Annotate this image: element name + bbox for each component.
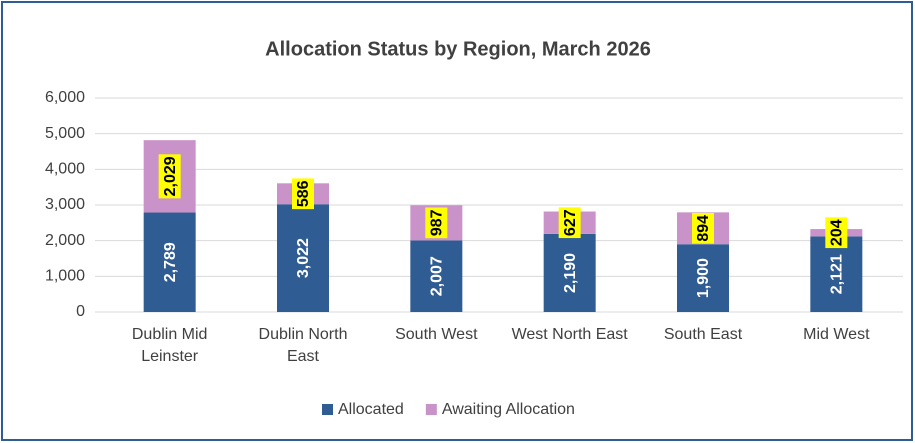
- bar-segment: [410, 240, 463, 312]
- x-tick-label: West North East: [511, 326, 628, 343]
- bar-segment: [277, 204, 329, 312]
- data-label: 1,900: [695, 258, 712, 298]
- data-label-group: 2,029: [158, 154, 181, 199]
- data-label-group: 2,121: [829, 254, 846, 294]
- data-label: 586: [295, 180, 312, 207]
- data-label-group: 586: [292, 178, 314, 210]
- y-tick-label: 4,000: [45, 161, 85, 178]
- data-label: 2,007: [429, 256, 446, 296]
- bar-segment: [810, 236, 863, 312]
- bar-segment: [543, 233, 596, 312]
- data-label: 204: [829, 219, 846, 246]
- legend-swatch: [322, 404, 333, 415]
- data-label-group: 2,007: [429, 256, 446, 296]
- data-label-group: 987: [425, 207, 448, 239]
- data-label: 3,022: [295, 238, 312, 278]
- bar-segment: [677, 244, 729, 312]
- label-highlight: [692, 212, 714, 244]
- y-tick-label: 6,000: [45, 89, 85, 106]
- label-highlight: [825, 217, 848, 249]
- y-tick-label: 2,000: [45, 232, 85, 249]
- data-label-group: 1,900: [695, 258, 712, 298]
- x-tick-label: South West: [395, 326, 478, 343]
- y-tick-label: 0: [76, 303, 85, 320]
- data-label-group: 3,022: [295, 238, 312, 278]
- x-tick-label: Dublin North East: [258, 326, 348, 365]
- data-label-group: 627: [558, 207, 581, 239]
- x-tick-label: Mid West: [803, 326, 870, 343]
- data-label: 627: [562, 209, 579, 236]
- chart-title: Allocation Status by Region, March 2026: [265, 38, 651, 60]
- y-tick-label: 3,000: [45, 196, 85, 213]
- data-label: 987: [429, 209, 446, 236]
- data-label: 2,190: [562, 253, 579, 293]
- label-highlight: [558, 207, 581, 239]
- data-label-group: 204: [825, 217, 848, 249]
- data-label-group: 2,190: [562, 253, 579, 293]
- data-label-group: 2,789: [162, 242, 179, 282]
- y-tick-label: 5,000: [45, 125, 85, 142]
- legend-swatch: [425, 404, 437, 415]
- x-tick-label: Dublin Mid Leinster: [131, 326, 208, 365]
- data-label-group: 894: [692, 212, 714, 244]
- data-label: 894: [695, 215, 712, 242]
- label-highlight: [292, 178, 314, 210]
- legend-label: Awaiting Allocation: [442, 401, 575, 418]
- data-label: 2,789: [162, 242, 179, 282]
- label-highlight: [425, 207, 448, 239]
- data-label: 2,029: [162, 156, 179, 196]
- y-tick-label: 1,000: [45, 268, 85, 285]
- x-tick-label: South East: [663, 326, 743, 343]
- data-label: 2,121: [829, 254, 846, 294]
- legend-label: Allocated: [338, 401, 404, 418]
- label-highlight: [158, 154, 181, 199]
- bar-segment: [143, 212, 196, 312]
